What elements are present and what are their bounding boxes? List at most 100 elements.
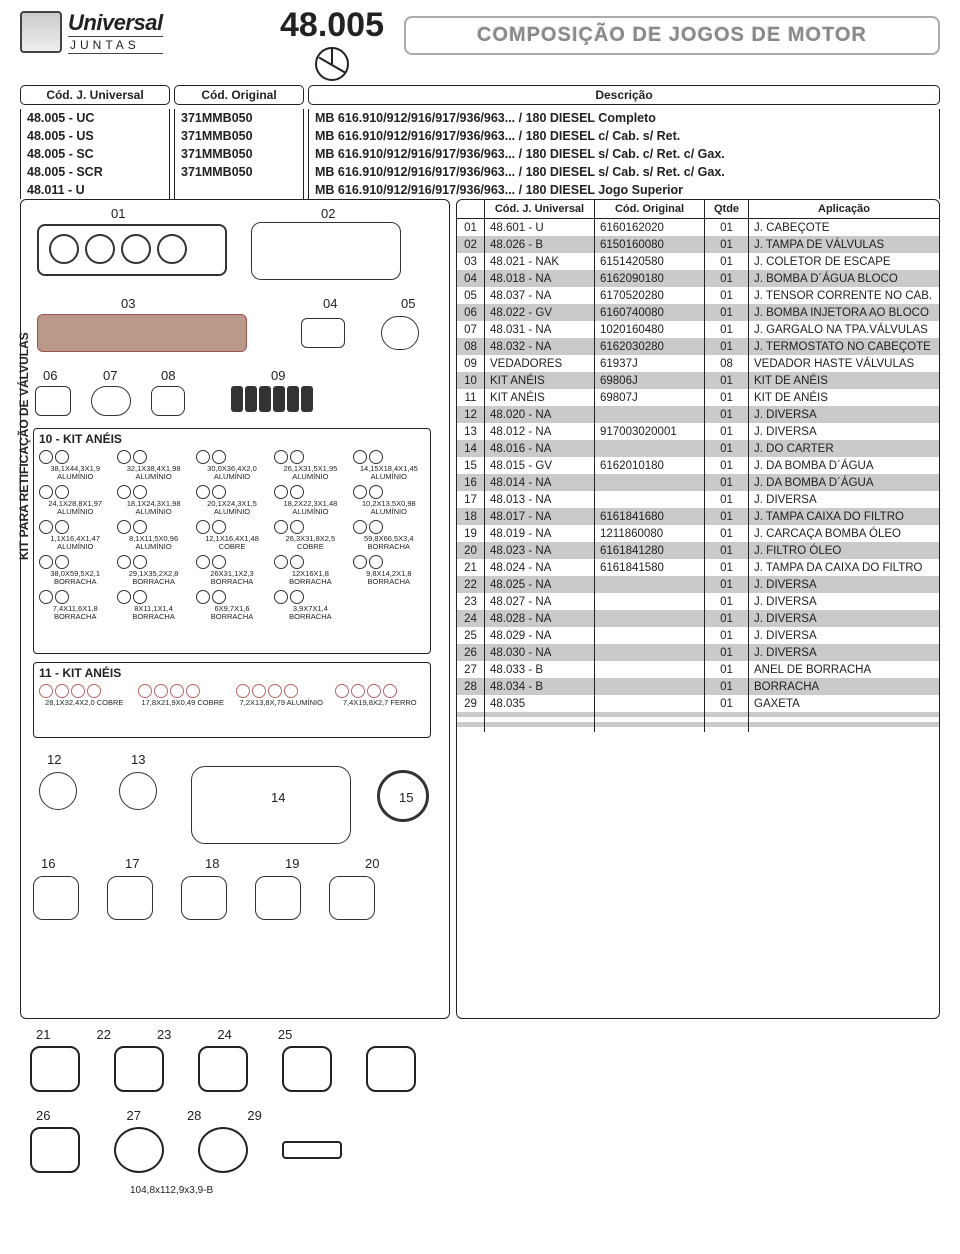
title-banner: COMPOSIÇÃO DE JOGOS DE MOTOR bbox=[404, 16, 940, 55]
callout-28: 28 bbox=[187, 1108, 201, 1123]
ring-spec: 10,2X13,5X0,98 ALUMÍNIO bbox=[353, 484, 425, 515]
cell-app: BORRACHA bbox=[749, 678, 939, 695]
table-row: 1748.013 - NA01J. DIVERSA bbox=[457, 491, 939, 508]
cell-orig: 6162010180 bbox=[595, 457, 705, 474]
col-header-original: Cód. Original bbox=[174, 85, 304, 105]
cell-app: J. DIVERSA bbox=[749, 610, 939, 627]
cell-app: J. TAMPA CAIXA DO FILTRO bbox=[749, 508, 939, 525]
cell-orig: 6161841280 bbox=[595, 542, 705, 559]
mercedes-star-icon bbox=[315, 47, 349, 81]
cell-orig: 6160740080 bbox=[595, 304, 705, 321]
gasket-20-icon bbox=[329, 876, 375, 920]
header: Universal JUNTAS 48.005 COMPOSIÇÃO DE JO… bbox=[20, 10, 940, 81]
cell-app: J. TERMOSTATO NO CABEÇOTE bbox=[749, 338, 939, 355]
bottom-callouts-row-1: 21 22 23 24 25 bbox=[20, 1019, 940, 1042]
cell-app: J. TENSOR CORRENTE NO CAB. bbox=[749, 287, 939, 304]
gasket-15-icon bbox=[377, 770, 429, 822]
cell-qty: 01 bbox=[705, 678, 749, 695]
table-row: 10KIT ANÉIS69806J01KIT DE ANÉIS bbox=[457, 372, 939, 389]
cell-code: 48.034 - B bbox=[485, 678, 595, 695]
cell-code: 48.021 - NAK bbox=[485, 253, 595, 270]
cell-app: J. DIVERSA bbox=[749, 593, 939, 610]
valve-seals-icon bbox=[231, 386, 313, 412]
table-row: 2048.023 - NA616184128001J. FILTRO ÓLEO bbox=[457, 542, 939, 559]
cell-qty: 01 bbox=[705, 423, 749, 440]
cell-code: 48.026 - B bbox=[485, 236, 595, 253]
ring-spec: 17,8X21,9X0,49 COBRE bbox=[138, 683, 229, 707]
table-row: 2148.024 - NA616184158001J. TAMPA DA CAI… bbox=[457, 559, 939, 576]
cell-num: 28 bbox=[457, 678, 485, 695]
desc-cell: MB 616.910/912/916/917/936/963... / 180 … bbox=[308, 181, 940, 199]
oil-pan-gasket-icon bbox=[191, 766, 351, 844]
callout-20: 20 bbox=[365, 856, 379, 871]
cell-num: 11 bbox=[457, 389, 485, 406]
callout-19: 19 bbox=[285, 856, 299, 871]
cell-num: 21 bbox=[457, 559, 485, 576]
ring-spec: 18,2X22,3X1,48 ALUMÍNIO bbox=[274, 484, 346, 515]
page: Universal JUNTAS 48.005 COMPOSIÇÃO DE JO… bbox=[0, 0, 960, 1206]
desc-cell: MB 616.910/912/916/917/936/963... / 180 … bbox=[308, 109, 940, 127]
cell-qty: 01 bbox=[705, 440, 749, 457]
page-code: 48.005 bbox=[280, 6, 384, 45]
cell-orig: 69806J bbox=[595, 372, 705, 389]
callout-09: 09 bbox=[271, 368, 285, 383]
ring-spec: 30,0X36,4X2,0 ALUMÍNIO bbox=[196, 449, 268, 480]
cell-orig: 917003020001 bbox=[595, 423, 705, 440]
gasket-27-icon bbox=[114, 1127, 164, 1173]
table-row: 1648.014 - NA01J. DA BOMBA D´ÁGUA bbox=[457, 474, 939, 491]
cell-code: 48.015 - GV bbox=[485, 457, 595, 474]
cell-app: J. DA BOMBA D´ÁGUA bbox=[749, 457, 939, 474]
ring-spec: 7,4X19,8X2,7 FERRO bbox=[335, 683, 426, 707]
callout-05: 05 bbox=[401, 296, 415, 311]
cell-orig: 61937J bbox=[595, 355, 705, 372]
cell-orig: 6162030280 bbox=[595, 338, 705, 355]
cell-qty: 01 bbox=[705, 559, 749, 576]
ring-spec: 38,1X44,3X1,9 ALUMÍNIO bbox=[39, 449, 111, 480]
gasket-28-icon bbox=[198, 1127, 248, 1173]
cell-num: 08 bbox=[457, 338, 485, 355]
cell-qty: 01 bbox=[705, 576, 749, 593]
cell-orig bbox=[595, 440, 705, 457]
desc-cell: 371MMB050 bbox=[174, 109, 304, 127]
cell-qty: 01 bbox=[705, 644, 749, 661]
gasket-04-icon bbox=[301, 318, 345, 348]
callout-22: 22 bbox=[96, 1027, 110, 1042]
cell-qty: 01 bbox=[705, 542, 749, 559]
head-gasket-icon bbox=[37, 224, 227, 276]
logo-block: Universal JUNTAS bbox=[20, 10, 260, 54]
ring-spec: 26,3X31,8X2,5 COBRE bbox=[274, 519, 346, 550]
pt-h-orig: Cód. Original bbox=[595, 200, 705, 219]
gasket-16-icon bbox=[33, 876, 79, 920]
ring-spec: 14,15X18,4X1,45 ALUMÍNIO bbox=[353, 449, 425, 480]
cell-code: 48.023 - NA bbox=[485, 542, 595, 559]
table-row: 0848.032 - NA616203028001J. TERMOSTATO N… bbox=[457, 338, 939, 355]
desc-cell: 371MMB050 bbox=[174, 163, 304, 181]
cell-num: 01 bbox=[457, 219, 485, 236]
table-row: 1548.015 - GV616201018001J. DA BOMBA D´Á… bbox=[457, 457, 939, 474]
cell-app: J. DA BOMBA D´ÁGUA bbox=[749, 474, 939, 491]
desc-cell: 48.005 - SC bbox=[20, 145, 170, 163]
ring-spec: 24,1X28,8X1,97 ALUMÍNIO bbox=[39, 484, 111, 515]
cell-orig: 6161841580 bbox=[595, 559, 705, 576]
logo-icon bbox=[20, 11, 62, 53]
valve-cover-gasket-icon bbox=[251, 222, 401, 280]
gasket-26-icon bbox=[30, 1127, 80, 1173]
cell-qty: 01 bbox=[705, 270, 749, 287]
cell-qty: 01 bbox=[705, 593, 749, 610]
cell-code: 48.019 - NA bbox=[485, 525, 595, 542]
cell-orig: 69807J bbox=[595, 389, 705, 406]
cell-orig bbox=[595, 593, 705, 610]
callout-07: 07 bbox=[103, 368, 117, 383]
diagram-panel: KIT PARA RETIFICAÇÃO DE VÁLVULAS 01 02 0… bbox=[20, 199, 450, 1019]
table-row: 1348.012 - NA91700302000101J. DIVERSA bbox=[457, 423, 939, 440]
ring-spec: 20,1X24,3X1,5 ALUMÍNIO bbox=[196, 484, 268, 515]
cell-orig: 6162090180 bbox=[595, 270, 705, 287]
callout-12: 12 bbox=[47, 752, 61, 767]
kit-11-title: 11 - KIT ANÉIS bbox=[39, 666, 425, 680]
ring-spec: 12,1X16,4X1,48 COBRE bbox=[196, 519, 268, 550]
cell-qty: 01 bbox=[705, 491, 749, 508]
description-header-row: Cód. J. Universal Cód. Original Descriçã… bbox=[20, 85, 940, 105]
table-row: 0448.018 - NA616209018001J. BOMBA D´ÁGUA… bbox=[457, 270, 939, 287]
cell-code: 48.037 - NA bbox=[485, 287, 595, 304]
table-row: 2948.03501GAXETA bbox=[457, 695, 939, 712]
